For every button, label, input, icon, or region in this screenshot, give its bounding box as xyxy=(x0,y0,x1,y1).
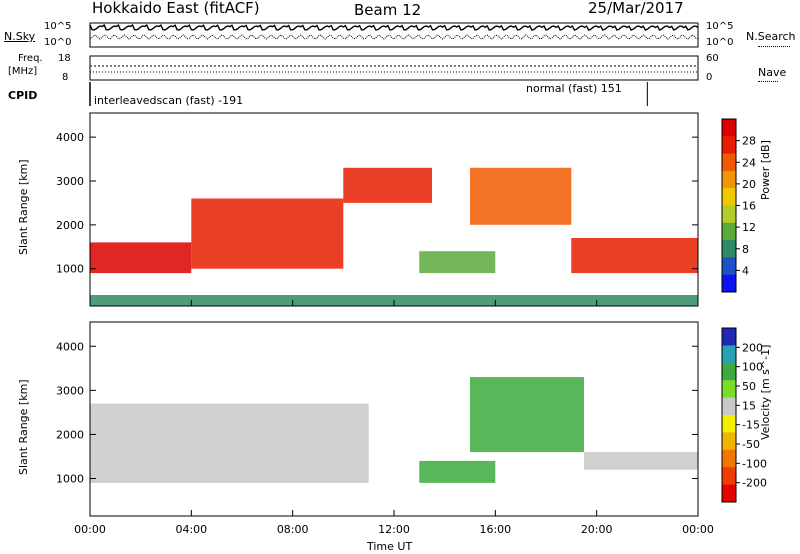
power-ytick-label: 2000 xyxy=(56,219,84,232)
velocity-colorbar-tick-label: -50 xyxy=(742,438,760,451)
power-colorbar-swatch xyxy=(722,153,736,172)
velocity-colorbar-swatch xyxy=(722,328,736,346)
power-ytick-label: 1000 xyxy=(56,263,84,276)
velocity-colorbar-tick-label: -15 xyxy=(742,419,760,432)
velocity-colorbar-swatch xyxy=(722,415,736,433)
velocity-colorbar-swatch xyxy=(722,467,736,486)
nave-tick-low: 0 xyxy=(706,72,713,83)
xtick-label: 16:00 xyxy=(479,523,511,536)
velocity-colorbar-swatch xyxy=(722,432,736,451)
power-colorbar-swatch xyxy=(722,222,736,241)
nsky-tick-high: 10^5 xyxy=(44,21,72,32)
velocity-feature-3 xyxy=(419,460,496,483)
power-colorbar-tick-label: 12 xyxy=(742,221,756,234)
nsky-trace xyxy=(89,23,699,31)
power-colorbar-tick-label: 8 xyxy=(742,243,749,256)
velocity-colorbar-swatch xyxy=(722,449,736,468)
cpid-segment-1: interleavedscan (fast) -191 xyxy=(94,94,244,107)
power-colorbar-tick-label: 24 xyxy=(742,156,756,169)
velocity-colorbar-swatch xyxy=(722,362,736,381)
cpid-label: CPID xyxy=(8,89,38,102)
nave-tick-high: 60 xyxy=(706,53,719,64)
velocity-colorbar-swatch xyxy=(722,380,736,399)
xtick-label: 20:00 xyxy=(581,523,613,536)
cpid-segment-2: normal (fast) 151 xyxy=(526,82,622,95)
power-colorbar-swatch xyxy=(722,274,736,293)
nsearch-tick-low: 10^0 xyxy=(706,37,734,48)
power-ytick-label: 4000 xyxy=(56,131,84,144)
velocity-colorbar-tick-label: 50 xyxy=(742,380,756,393)
freq-unit: [MHz] xyxy=(8,66,38,77)
nsky-panel-frame xyxy=(89,22,699,48)
velocity-feature-2 xyxy=(584,452,698,470)
velocity-colorbar-swatch xyxy=(722,397,736,416)
velocity-colorbar-tick-label: 100 xyxy=(742,361,763,374)
power-colorbar-swatch xyxy=(722,205,736,224)
velocity-ytick-label: 3000 xyxy=(56,384,84,397)
power-colorbar-swatch xyxy=(722,170,736,189)
nsearch-legend-line xyxy=(758,44,790,47)
freq-tick-low: 8 xyxy=(62,72,69,83)
power-feature-1 xyxy=(191,198,344,269)
xaxis-label: Time UT xyxy=(367,540,413,553)
xtick-label: 08:00 xyxy=(277,523,309,536)
power-colorbar-swatch xyxy=(722,257,736,276)
velocity-colorbar-tick-label: -100 xyxy=(742,457,767,470)
velocity-feature-0 xyxy=(90,403,369,483)
nsearch-label: N.Search xyxy=(746,30,796,43)
power-feature-4 xyxy=(571,238,698,274)
power-feature-5 xyxy=(419,251,496,274)
power-colorbar-tick-label: 28 xyxy=(742,135,756,148)
freq-label: Freq. xyxy=(18,53,43,64)
velocity-ytick-label: 2000 xyxy=(56,428,84,441)
power-feature-0 xyxy=(90,242,192,274)
nsky-label: N.Sky xyxy=(4,30,36,43)
freq-panel-frame xyxy=(89,55,699,81)
xtick-label: 00:00 xyxy=(682,523,714,536)
velocity-colorbar-swatch xyxy=(722,484,736,503)
velocity-colorbar-tick-label: -200 xyxy=(742,477,767,490)
nsky-tick-low: 10^0 xyxy=(44,37,72,48)
xtick-label: 00:00 xyxy=(74,523,106,536)
xtick-label: 04:00 xyxy=(175,523,207,536)
velocity-colorbar-tick-label: 15 xyxy=(742,399,756,412)
power-colorbar-tick-label: 20 xyxy=(742,178,756,191)
nsearch-trace xyxy=(89,34,699,40)
power-colorbar-swatch xyxy=(722,240,736,258)
nave-legend-line xyxy=(758,79,778,82)
nave-label: Nave xyxy=(758,66,787,79)
velocity-colorbar-tick-label: 200 xyxy=(742,341,763,354)
power-colorbar-swatch xyxy=(722,136,736,155)
velocity-colorbar-frame xyxy=(721,327,737,503)
power-feature-2 xyxy=(343,167,432,203)
power-colorbar-tick-label: 4 xyxy=(742,264,749,277)
power-feature-3 xyxy=(470,167,572,225)
velocity-colorbar-swatch xyxy=(722,345,736,364)
freq-tick-high: 18 xyxy=(58,53,71,64)
velocity-feature-1 xyxy=(470,377,584,453)
nsearch-tick-high: 10^5 xyxy=(706,21,734,32)
date-label: 25/Mar/2017 xyxy=(588,0,684,17)
velocity-ytick-label: 4000 xyxy=(56,340,84,353)
power-colorbar-swatch xyxy=(722,188,736,206)
power-colorbar-tick-label: 16 xyxy=(742,200,756,213)
xtick-label: 12:00 xyxy=(378,523,410,536)
radar-title: Hokkaido East (fitACF) xyxy=(92,0,260,17)
power-colorbar-swatch xyxy=(722,119,736,137)
beam-label: Beam 12 xyxy=(354,1,422,19)
velocity-ytick-label: 1000 xyxy=(56,473,84,486)
power-ytick-label: 3000 xyxy=(56,175,84,188)
power-plot-area xyxy=(90,113,698,306)
